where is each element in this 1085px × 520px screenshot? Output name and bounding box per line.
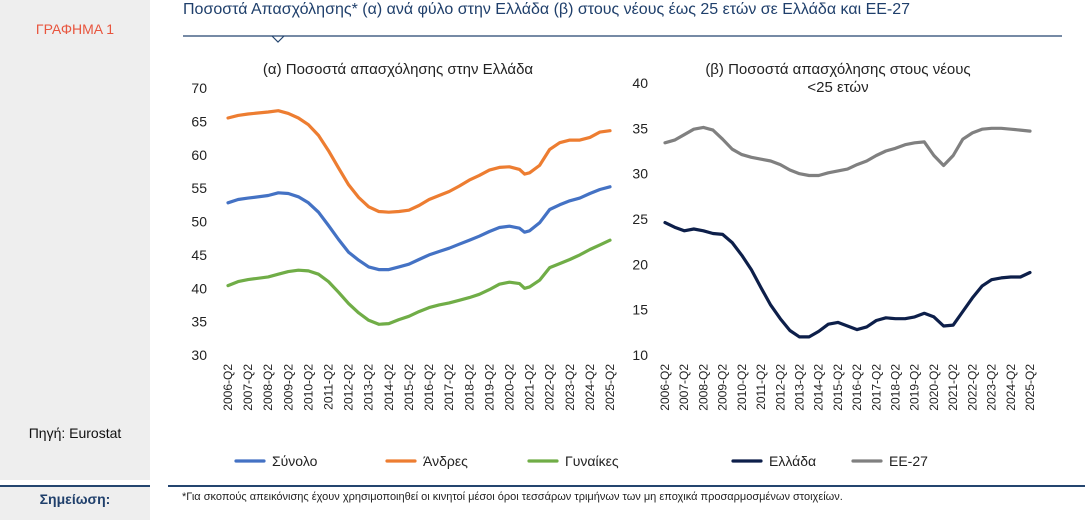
legend-label: Ελλάδα (769, 453, 816, 469)
page-title: Ποσοστά Απασχόλησης* (α) ανά φύλο στην Ε… (183, 1, 911, 18)
x-tick-label: 2024-Q2 (583, 364, 597, 411)
x-tick-label: 2022-Q2 (965, 364, 979, 411)
y-tick-label: 20 (632, 256, 648, 272)
y-tick-label: 35 (191, 314, 207, 330)
x-tick-label: 2024-Q2 (1004, 364, 1018, 411)
x-tick-label: 2020-Q2 (502, 364, 516, 411)
source-label: Πηγή: Eurostat (28, 425, 122, 441)
x-tick-label: 2017-Q2 (442, 364, 456, 411)
legend-label: ΕΕ-27 (889, 453, 928, 469)
y-tick-label: 15 (632, 302, 648, 318)
x-tick-label: 2006-Q2 (221, 364, 235, 411)
title-divider (183, 35, 1062, 43)
y-tick-label: 55 (191, 180, 207, 196)
y-tick-label: 30 (632, 166, 648, 182)
x-tick-label: 2016-Q2 (850, 364, 864, 411)
y-tick-label: 40 (632, 75, 648, 91)
chart-area (168, 0, 1085, 480)
x-tick-label: 2015-Q2 (831, 364, 845, 411)
x-tick-label: 2022-Q2 (543, 364, 557, 411)
series-line (226, 185, 612, 272)
legend-label: Γυναίκες (565, 453, 619, 469)
y-tick-label: 35 (632, 120, 648, 136)
x-tick-label: 2016-Q2 (422, 364, 436, 411)
y-tick-label: 25 (632, 211, 648, 227)
x-tick-label: 2008-Q2 (261, 364, 275, 411)
x-tick-label: 2012-Q2 (342, 364, 356, 411)
legend-label: Σύνολο (272, 453, 318, 469)
x-tick-label: 2012-Q2 (773, 364, 787, 411)
series-line (226, 109, 612, 214)
x-tick-label: 2009-Q2 (281, 364, 295, 411)
x-tick-label: 2011-Q2 (754, 364, 768, 410)
x-tick-label: 2020-Q2 (927, 364, 941, 411)
x-tick-label: 2007-Q2 (241, 364, 255, 411)
series-line (226, 238, 612, 326)
series-line (663, 221, 1032, 339)
y-tick-label: 45 (191, 247, 207, 263)
x-tick-label: 2025-Q2 (603, 364, 617, 411)
chart-title-line-2: <25 ετών (807, 79, 868, 96)
chart-title-line-1: (β) Ποσοστά απασχόλησης στους νέους (705, 61, 970, 78)
x-tick-label: 2025-Q2 (1023, 364, 1037, 411)
x-tick-label: 2021-Q2 (523, 364, 537, 411)
y-tick-label: 70 (191, 80, 207, 96)
x-tick-label: 2019-Q2 (908, 364, 922, 411)
x-tick-label: 2023-Q2 (985, 364, 999, 411)
y-tick-label: 40 (191, 280, 207, 296)
left-panel (0, 0, 150, 480)
x-tick-label: 2018-Q2 (889, 364, 903, 411)
chart-title: (α) Ποσοστά απασχόλησης στην Ελλάδα (263, 61, 534, 78)
chart-b: (β) Ποσοστά απασχόλησης στους νέους<25 ε… (632, 61, 1037, 469)
chart-a: (α) Ποσοστά απασχόλησης στην Ελλάδα 30 35 4… (191, 61, 618, 469)
x-tick-label: 2021-Q2 (946, 364, 960, 411)
x-tick-label: 2014-Q2 (812, 364, 826, 411)
x-tick-label: 2017-Q2 (869, 364, 883, 411)
note-text: *Για σκοπούς απεικόνισης έχουν χρησιμοπο… (182, 491, 843, 503)
note-label-box (0, 485, 150, 520)
y-tick-label: 10 (632, 347, 648, 363)
chart-number-label: ΓΡΑΦΗΜΑ 1 (35, 21, 115, 37)
note-label: Σημείωση: (39, 491, 111, 507)
x-tick-label: 2023-Q2 (563, 364, 577, 411)
x-tick-label: 2010-Q2 (301, 364, 315, 411)
y-tick-label: 60 (191, 147, 207, 163)
panel-gap (150, 0, 168, 520)
x-tick-label: 2007-Q2 (677, 364, 691, 411)
x-tick-label: 2008-Q2 (696, 364, 710, 411)
x-tick-label: 2013-Q2 (792, 364, 806, 411)
x-tick-label: 2011-Q2 (322, 364, 336, 410)
x-tick-label: 2006-Q2 (658, 364, 672, 411)
y-tick-label: 50 (191, 214, 207, 230)
series-line (663, 125, 1032, 178)
y-tick-label: 30 (191, 347, 207, 363)
x-tick-label: 2018-Q2 (462, 364, 476, 411)
x-tick-label: 2010-Q2 (735, 364, 749, 411)
x-tick-label: 2019-Q2 (482, 364, 496, 411)
legend-label: Άνδρες (423, 453, 468, 469)
x-tick-label: 2009-Q2 (716, 364, 730, 411)
x-tick-label: 2014-Q2 (382, 364, 396, 411)
x-tick-label: 2013-Q2 (362, 364, 376, 411)
x-tick-label: 2015-Q2 (402, 364, 416, 411)
y-tick-label: 65 (191, 113, 207, 129)
note-text-box (168, 485, 1085, 520)
